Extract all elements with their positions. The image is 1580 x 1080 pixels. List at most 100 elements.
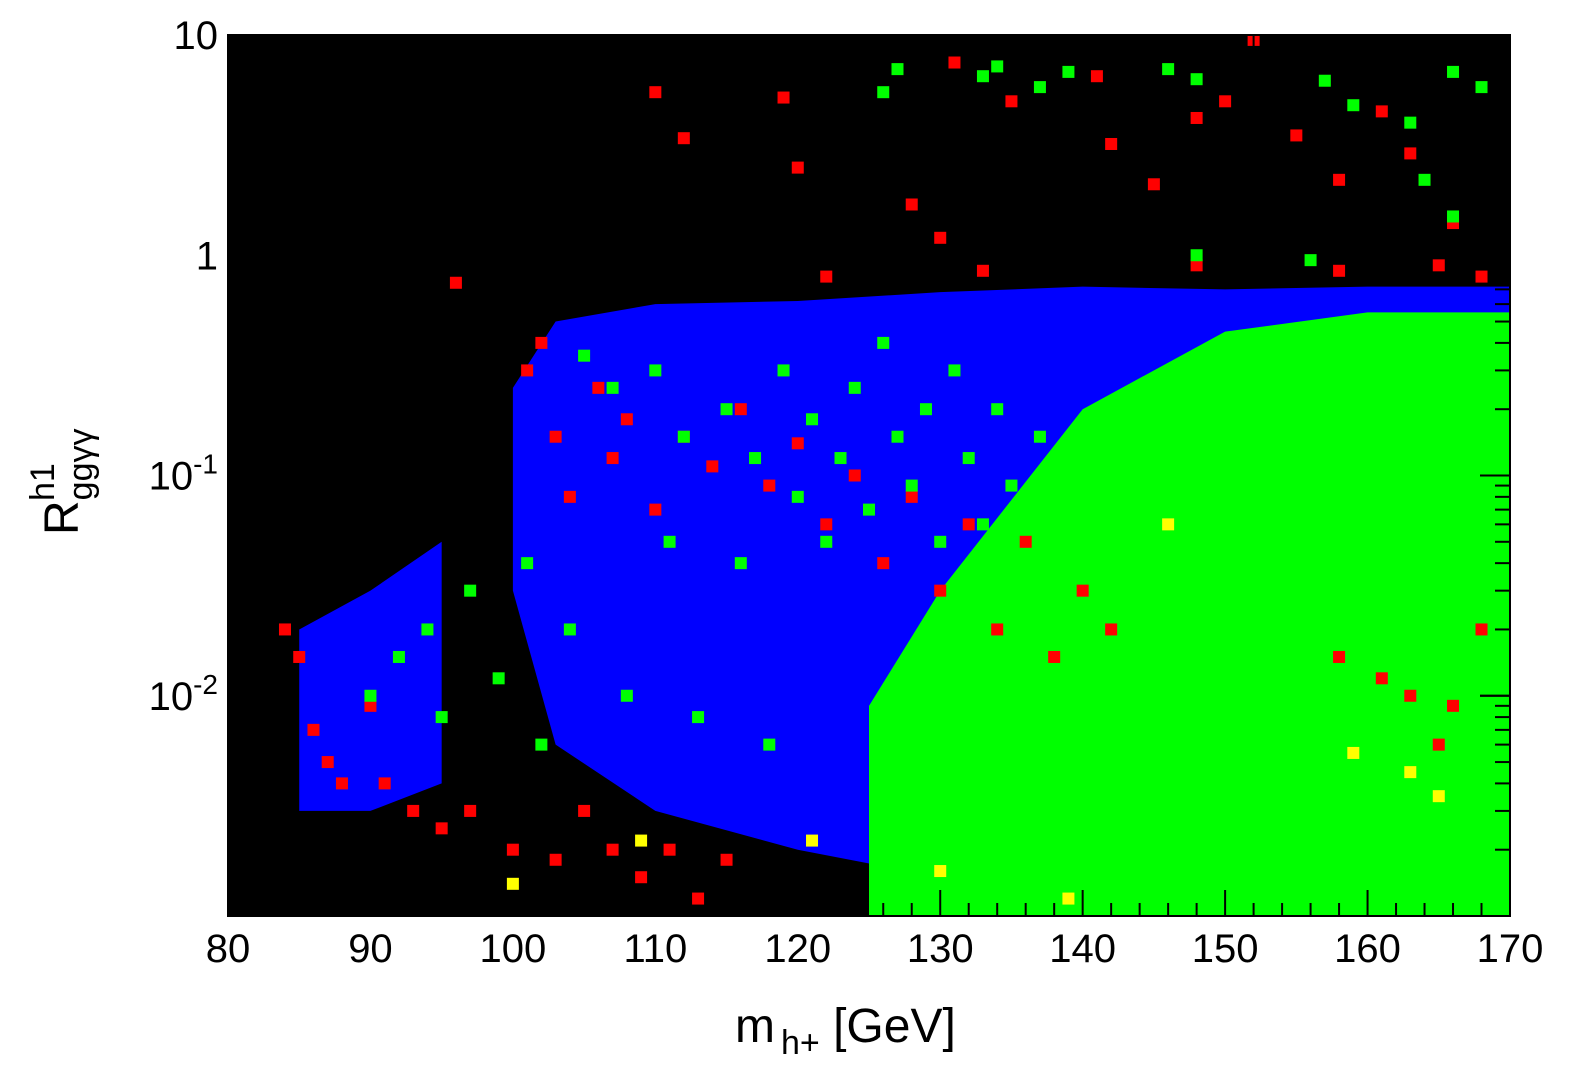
point-1-63: [976, 264, 989, 277]
point-2-4: [464, 584, 477, 597]
x-tick-label-130: 130: [907, 927, 974, 971]
point-3-5: [1162, 518, 1175, 531]
y-tick-labels: 10-2 10-1 1 10: [149, 14, 218, 719]
y-tick-label-10: 10: [174, 14, 219, 58]
point-1-14: [635, 871, 648, 884]
point-1-50: [1005, 95, 1018, 108]
point-2-18: [749, 452, 762, 465]
point-1-34: [905, 490, 918, 503]
y-axis-title-sub: ggγγ: [62, 429, 100, 501]
point-1-8: [435, 822, 448, 835]
point-2-45: [1033, 81, 1046, 94]
point-1-15: [663, 843, 676, 856]
point-2-47: [1162, 63, 1175, 76]
point-1-51: [1090, 70, 1103, 83]
point-1-58: [1333, 173, 1346, 186]
point-2-40: [1062, 584, 1075, 597]
point-2-41: [877, 86, 890, 99]
density-region-0-extra: [299, 541, 442, 811]
point-2-25: [848, 381, 861, 394]
point-1-38: [1019, 535, 1032, 548]
point-1-49: [948, 56, 961, 69]
point-1-47: [905, 198, 918, 211]
point-2-29: [905, 479, 918, 492]
point-2-20: [777, 364, 790, 377]
point-2-7: [535, 738, 548, 751]
point-2-51: [1404, 116, 1417, 129]
point-3-4: [1062, 892, 1075, 905]
point-2-8: [563, 623, 576, 636]
point-2-34: [976, 518, 989, 531]
axis-ticks: [227, 34, 1511, 917]
point-1-32: [848, 469, 861, 482]
point-2-16: [720, 403, 733, 416]
point-3-2: [806, 834, 819, 847]
point-3-8: [1404, 766, 1417, 779]
point-2-5: [492, 672, 505, 685]
point-2-54: [1418, 173, 1431, 186]
x-tick-label-150: 150: [1192, 927, 1259, 971]
point-1-69: [1375, 672, 1388, 685]
point-1-20: [549, 430, 562, 443]
point-2-11: [620, 689, 633, 702]
point-2-21: [791, 490, 804, 503]
point-2-2: [421, 623, 434, 636]
point-2-26: [863, 503, 875, 516]
point-2-30: [919, 403, 932, 416]
x-tick-label-160: 160: [1334, 927, 1401, 971]
point-1-70: [1404, 689, 1417, 702]
x-axis-title-unit: [GeV]: [820, 1000, 956, 1053]
point-1-53: [1147, 178, 1160, 191]
point-1-46: [791, 161, 804, 174]
point-1-52: [1105, 137, 1118, 150]
point-1-48: [934, 231, 947, 244]
point-2-36: [1005, 479, 1018, 492]
point-2-48: [1190, 73, 1203, 86]
point-1-3: [321, 756, 334, 769]
point-2-42: [891, 63, 904, 76]
point-2-31: [934, 535, 947, 548]
point-2-17: [734, 557, 747, 570]
point-2-37: [1019, 557, 1032, 570]
y-tick-label-1: 1: [196, 234, 218, 278]
point-2-33: [962, 452, 975, 465]
point-1-35: [934, 584, 947, 597]
point-1-6: [378, 777, 391, 790]
point-2-39: [1048, 503, 1061, 516]
x-tick-label-120: 120: [764, 927, 831, 971]
point-2-53: [1475, 81, 1488, 94]
point-1-64: [1190, 259, 1203, 272]
point-1-24: [620, 413, 633, 426]
point-1-29: [763, 479, 776, 492]
point-1-12: [578, 804, 591, 817]
point-1-39: [1048, 650, 1061, 663]
x-axis-title: m h+ [GeV]: [735, 1000, 956, 1062]
point-2-24: [834, 452, 847, 465]
point-1-44: [677, 132, 690, 145]
point-2-50: [1347, 99, 1360, 112]
point-1-37: [991, 623, 1004, 636]
point-2-14: [677, 430, 690, 443]
point-2-12: [649, 364, 662, 377]
point-2-19: [763, 738, 776, 751]
scatter-points: [278, 35, 1488, 905]
point-1-10: [506, 843, 519, 856]
point-2-35: [991, 403, 1004, 416]
x-tick-label-90: 90: [348, 927, 393, 971]
point-2-10: [606, 381, 619, 394]
point-1-21: [563, 490, 576, 503]
point-1-28: [734, 403, 747, 416]
point-1-30: [791, 437, 804, 450]
x-tick-labels: 80 90 100 110 120 130 140 150 160 170: [206, 927, 1544, 971]
point-1-9: [464, 804, 477, 817]
point-1-66: [1432, 259, 1445, 272]
point-2-27: [877, 336, 890, 349]
point-1-2: [307, 723, 320, 736]
point-2-57: [1304, 254, 1317, 267]
density-regions: [299, 286, 1510, 916]
point-1-16: [692, 892, 705, 905]
point-3-6: [1347, 746, 1360, 759]
point-1-23: [606, 452, 619, 465]
point-1-41: [1105, 623, 1118, 636]
